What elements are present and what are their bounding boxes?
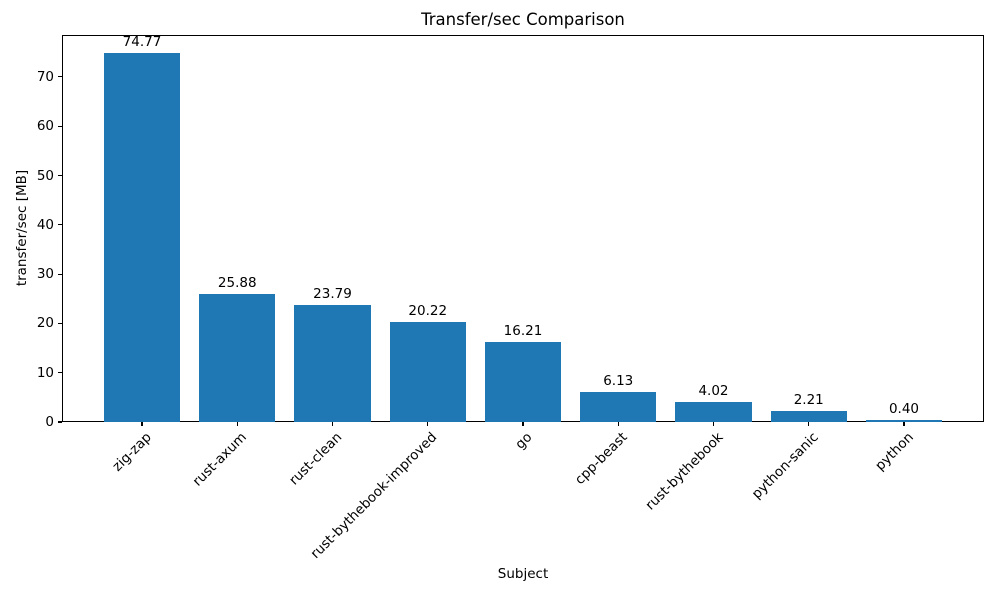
bar-value-label: 16.21 — [503, 323, 543, 340]
bar-value-label: 25.88 — [217, 275, 257, 292]
bar — [580, 391, 657, 422]
bar-value-label: 4.02 — [698, 383, 729, 400]
x-tick-mark — [236, 422, 238, 426]
bar-value-label: 2.21 — [793, 392, 824, 409]
bar-value-label: 6.13 — [603, 372, 634, 389]
y-tick-mark — [58, 224, 62, 226]
bar-value-label: 23.79 — [313, 285, 352, 302]
bar — [199, 294, 276, 422]
x-tick-mark — [141, 422, 143, 426]
x-tick-label: python — [871, 429, 917, 475]
x-tick-mark — [522, 422, 524, 426]
x-tick-label: python-sanic — [748, 429, 822, 503]
y-tick-mark — [58, 174, 62, 177]
bar — [484, 342, 562, 422]
y-tick-label: 10 — [36, 364, 54, 381]
bar — [103, 53, 181, 422]
x-tick-label: cpp-beast — [572, 429, 631, 488]
x-axis-label: Subject — [497, 566, 549, 582]
y-tick-label: 20 — [36, 315, 54, 332]
x-tick-label: go — [512, 429, 536, 453]
chart-title: Transfer/sec Comparison — [421, 10, 625, 29]
y-tick-label: 0 — [45, 414, 54, 430]
x-tick-label: rust-bythebook — [642, 429, 727, 514]
x-tick-label: rust-clean — [285, 429, 346, 489]
x-tick-mark — [712, 422, 715, 426]
bar-value-label: 74.77 — [122, 34, 162, 51]
y-tick-label: 70 — [36, 68, 54, 85]
x-tick-mark — [427, 422, 429, 426]
bar-value-label: 0.40 — [888, 401, 920, 418]
y-tick-label: 30 — [36, 266, 54, 283]
y-tick-mark — [58, 372, 62, 374]
bar — [294, 304, 371, 422]
y-tick-mark — [58, 76, 62, 78]
x-tick-label: zig-zap — [109, 429, 155, 475]
y-tick-mark — [58, 125, 62, 127]
x-tick-mark — [617, 422, 619, 426]
y-tick-mark — [58, 273, 62, 275]
y-tick-mark — [58, 421, 62, 423]
bar — [770, 411, 847, 422]
bar — [675, 402, 752, 422]
x-tick-mark — [331, 422, 334, 426]
x-tick-label: rust-axum — [189, 429, 250, 490]
bar-value-label: 20.22 — [408, 303, 448, 320]
x-tick-mark — [903, 422, 905, 426]
y-tick-label: 60 — [36, 118, 54, 135]
y-tick-mark — [58, 322, 62, 324]
x-tick-mark — [808, 422, 810, 426]
bar — [389, 322, 466, 422]
bar — [865, 420, 943, 422]
y-tick-label: 40 — [36, 216, 54, 233]
y-tick-label: 50 — [36, 167, 54, 184]
